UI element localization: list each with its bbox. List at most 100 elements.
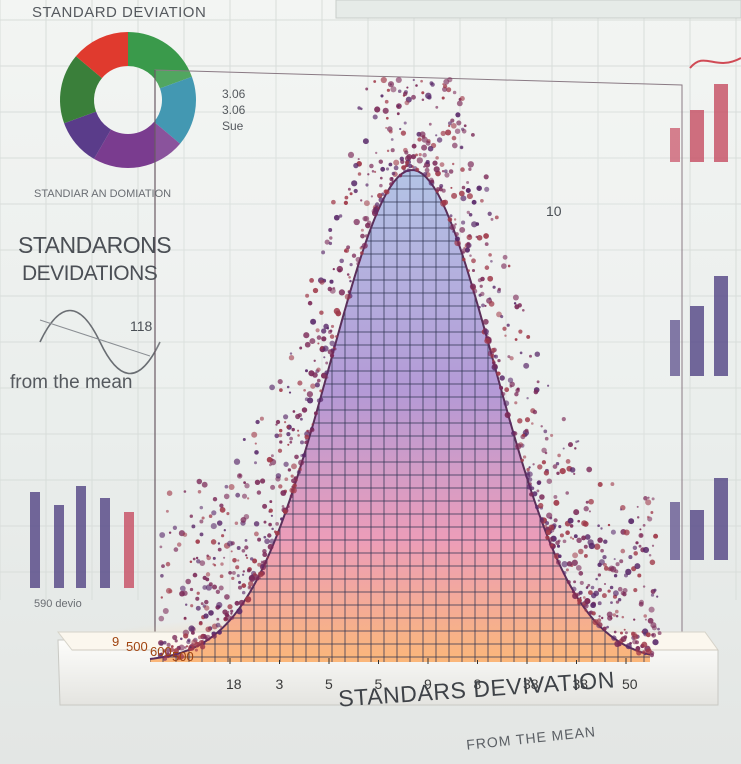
- particle: [325, 361, 329, 365]
- particle: [506, 323, 510, 327]
- particle: [303, 388, 306, 392]
- particle: [461, 185, 466, 190]
- particle: [244, 483, 250, 489]
- particle: [205, 577, 210, 582]
- particle: [346, 245, 351, 250]
- particle: [391, 171, 396, 176]
- particle: [189, 514, 193, 518]
- particle: [501, 263, 507, 269]
- particle: [223, 493, 230, 500]
- particle: [578, 548, 584, 555]
- particle: [441, 169, 445, 173]
- particle: [471, 268, 476, 273]
- donut-segment: [94, 121, 181, 168]
- particle: [240, 516, 247, 523]
- particle: [636, 516, 640, 519]
- donut-segment: [128, 32, 192, 89]
- particle: [236, 546, 241, 550]
- particle: [547, 384, 550, 387]
- side-tick-left: 118: [130, 318, 153, 334]
- particle: [635, 541, 639, 545]
- particle: [232, 558, 237, 563]
- particle: [623, 529, 630, 536]
- particle: [448, 169, 454, 174]
- particle: [205, 572, 211, 577]
- particle: [281, 505, 285, 508]
- particle: [562, 447, 565, 450]
- particle: [269, 463, 272, 467]
- particle: [365, 87, 369, 91]
- particle: [615, 614, 619, 618]
- particle: [278, 428, 283, 433]
- particle: [646, 515, 650, 519]
- particle: [624, 631, 628, 635]
- particle: [162, 608, 169, 614]
- particle: [647, 617, 654, 624]
- particle: [185, 603, 188, 606]
- particle: [304, 341, 311, 348]
- particle: [450, 186, 453, 189]
- particle: [441, 96, 445, 100]
- donut-segment: [154, 76, 196, 144]
- particle: [328, 228, 333, 232]
- particle: [540, 425, 543, 428]
- particle: [456, 241, 461, 247]
- base-tick-label: 5: [375, 676, 383, 692]
- particle: [227, 610, 230, 614]
- particle: [435, 187, 441, 192]
- particle: [454, 223, 457, 226]
- particle: [462, 251, 465, 254]
- particle: [399, 156, 404, 161]
- particle: [404, 150, 409, 155]
- particle: [279, 440, 283, 444]
- particle: [243, 481, 246, 484]
- particle: [299, 346, 303, 350]
- particle: [163, 640, 167, 645]
- particle: [277, 448, 283, 453]
- particle: [652, 639, 659, 646]
- particle: [283, 420, 287, 424]
- particle: [653, 588, 657, 592]
- particle: [514, 392, 519, 397]
- particle: [165, 587, 172, 594]
- particle: [469, 283, 476, 290]
- particle: [565, 459, 571, 464]
- particle: [625, 643, 632, 650]
- particle: [583, 553, 588, 558]
- particle: [588, 611, 592, 615]
- particle: [427, 95, 432, 100]
- background-bar: [76, 486, 86, 588]
- particle: [215, 622, 221, 628]
- particle: [257, 562, 262, 567]
- particle: [521, 308, 525, 312]
- particle: [332, 346, 335, 349]
- particle: [280, 490, 287, 496]
- particle: [484, 242, 489, 247]
- particle: [442, 83, 445, 86]
- background-bar: [690, 510, 704, 560]
- particle: [499, 375, 505, 381]
- particle: [242, 570, 246, 573]
- particle: [241, 590, 246, 595]
- particle: [587, 539, 594, 546]
- base-tick-label: 38: [523, 676, 539, 692]
- particle: [494, 215, 499, 220]
- particle: [179, 585, 186, 592]
- particle: [291, 427, 295, 432]
- particle: [637, 573, 642, 578]
- particle: [421, 136, 428, 143]
- particle: [404, 164, 408, 168]
- particle: [275, 423, 278, 426]
- particle: [269, 500, 273, 504]
- particle: [514, 304, 520, 310]
- particle: [287, 443, 290, 446]
- particle: [452, 90, 457, 95]
- particle: [309, 278, 314, 283]
- particle: [378, 197, 384, 203]
- particle: [540, 516, 544, 521]
- particle: [297, 380, 303, 386]
- particle: [592, 619, 599, 626]
- particle: [286, 385, 290, 389]
- particle: [369, 163, 374, 169]
- particle: [420, 79, 423, 83]
